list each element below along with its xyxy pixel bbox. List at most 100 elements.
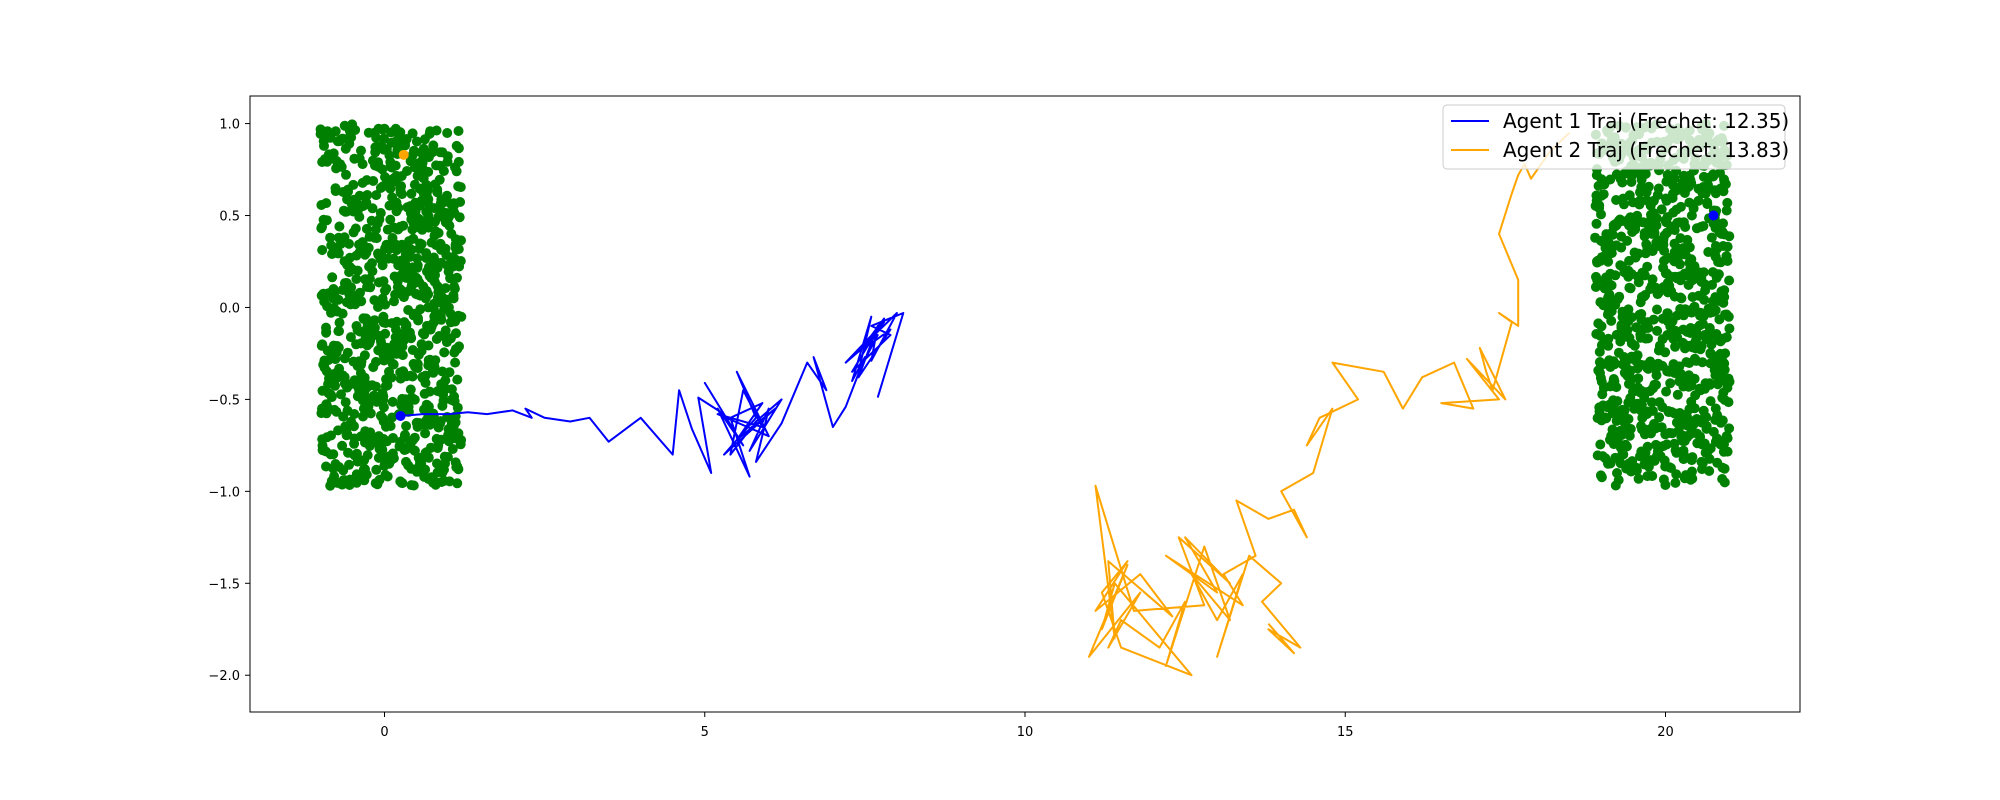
cloud-point: [319, 355, 330, 366]
cloud-point: [338, 411, 349, 422]
cloud-point: [1667, 428, 1678, 439]
cloud-point: [1718, 297, 1729, 308]
cloud-point: [321, 399, 332, 410]
cloud-point: [1678, 445, 1689, 456]
cloud-point: [328, 148, 339, 159]
cloud-point: [331, 372, 342, 383]
cloud-point: [403, 305, 414, 315]
cloud-point: [328, 449, 339, 460]
cloud-point: [1709, 185, 1720, 196]
trajectory-agent-1: [400, 312, 905, 478]
cloud-point: [378, 311, 389, 322]
cloud-point: [341, 206, 352, 217]
cloud-point: [1637, 167, 1647, 178]
cloud-point: [1670, 271, 1681, 282]
cloud-point: [449, 396, 460, 407]
cloud-point: [1674, 217, 1685, 228]
cloud-point: [377, 293, 388, 304]
cloud-point: [407, 265, 418, 276]
cloud-point: [403, 401, 414, 412]
cloud-point: [321, 408, 332, 419]
cloud-point: [438, 197, 449, 208]
y-tick-label: −0.5: [208, 393, 240, 408]
cloud-point: [371, 356, 381, 367]
cloud-point: [321, 322, 331, 333]
cloud-point: [1591, 170, 1602, 181]
cloud-point: [1676, 293, 1687, 304]
cloud-point: [357, 177, 368, 188]
cloud-point: [407, 371, 418, 382]
cloud-point: [419, 419, 430, 430]
cloud-point: [330, 183, 341, 194]
cloud-point: [1623, 311, 1634, 322]
cloud-point: [1641, 239, 1652, 250]
cloud-point: [406, 480, 417, 491]
cloud-point: [445, 273, 456, 284]
cloud-point: [1626, 351, 1637, 362]
cloud-point: [397, 350, 408, 361]
y-tick-label: −2.0: [208, 669, 240, 684]
cloud-point: [430, 216, 440, 227]
cloud-point: [344, 125, 355, 136]
cloud-point: [1656, 204, 1667, 215]
cloud-point: [452, 461, 463, 472]
cloud-point: [437, 400, 448, 411]
cloud-point: [367, 258, 377, 269]
cloud-point: [345, 332, 356, 343]
cloud-point: [429, 276, 440, 287]
cloud-point: [1666, 407, 1677, 417]
cloud-point: [1599, 179, 1610, 190]
cloud-point: [1707, 279, 1717, 290]
cloud-point: [385, 214, 396, 225]
cloud-point: [1608, 439, 1619, 450]
cloud-point: [1692, 428, 1703, 439]
cloud-point: [1595, 330, 1606, 341]
marker-point: [1708, 210, 1719, 221]
cloud-point: [1641, 456, 1652, 467]
cloud-point: [1663, 252, 1674, 263]
cloud-point: [383, 240, 394, 251]
cloud-point: [1674, 376, 1685, 387]
cloud-point: [364, 273, 375, 284]
cloud-point: [1670, 445, 1681, 456]
cloud-point: [1622, 217, 1632, 228]
cloud-point: [1666, 463, 1676, 473]
cloud-point: [1599, 280, 1610, 291]
cloud-point: [1651, 220, 1662, 231]
cloud-point: [442, 128, 453, 138]
cloud-point: [387, 412, 397, 423]
cloud-point: [345, 262, 356, 273]
cloud-point: [416, 239, 427, 250]
cloud-point: [351, 290, 362, 301]
cloud-point: [1643, 181, 1654, 192]
cloud-point: [1636, 359, 1647, 370]
cloud-point: [1706, 348, 1717, 359]
cloud-point: [1706, 232, 1717, 243]
cloud-point: [358, 314, 369, 324]
cloud-point: [1690, 343, 1701, 354]
cloud-point: [369, 315, 380, 326]
cloud-point: [1685, 328, 1696, 338]
cloud-point: [401, 134, 412, 144]
cloud-point: [1603, 292, 1613, 303]
cloud-point: [1686, 396, 1697, 407]
cloud-point: [1693, 415, 1704, 426]
point-clouds: [315, 118, 1735, 491]
cloud-point: [382, 380, 393, 391]
cloud-point: [1687, 466, 1697, 477]
cloud-point: [451, 140, 462, 151]
cloud-point: [409, 145, 419, 156]
cloud-point: [1624, 255, 1635, 266]
cloud-point: [1591, 190, 1602, 201]
cloud-point: [1591, 218, 1602, 229]
cloud-point: [1626, 177, 1637, 187]
cloud-point: [1722, 433, 1733, 444]
cloud-point: [1708, 171, 1719, 182]
cloud-point: [387, 396, 398, 407]
cloud-point: [449, 283, 460, 294]
cloud-point: [446, 384, 457, 395]
cloud-point: [1654, 441, 1665, 452]
cloud-point: [335, 135, 346, 145]
cloud-point: [321, 461, 331, 472]
cloud-point: [384, 458, 395, 469]
